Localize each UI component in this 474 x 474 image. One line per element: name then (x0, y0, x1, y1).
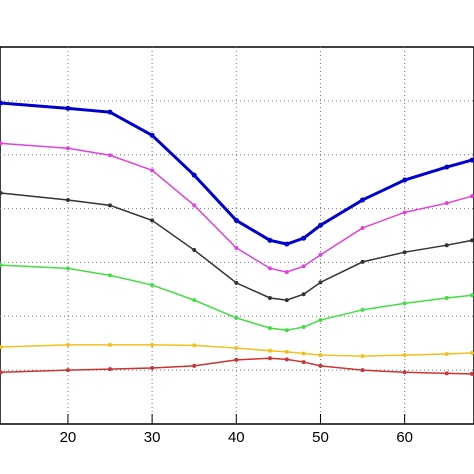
point-marker (108, 203, 113, 208)
point-marker (470, 194, 474, 199)
point-marker (318, 353, 323, 358)
point-marker (402, 177, 408, 183)
point-marker (360, 368, 365, 373)
point-marker (301, 235, 307, 241)
x-tick-label: 40 (228, 429, 245, 446)
point-marker (284, 349, 289, 354)
point-marker (301, 325, 306, 330)
series-line (0, 344, 473, 357)
point-marker (267, 295, 272, 300)
point-marker (192, 343, 197, 348)
point-marker (360, 225, 365, 230)
point-marker (284, 328, 289, 333)
point-marker (150, 218, 155, 223)
point-marker (150, 283, 155, 288)
point-marker (267, 348, 272, 353)
point-marker (317, 222, 323, 228)
point-marker (470, 293, 474, 298)
point-marker (65, 146, 70, 151)
point-marker (470, 238, 474, 243)
point-marker (234, 357, 239, 362)
point-marker (444, 371, 449, 376)
point-marker (284, 270, 289, 275)
point-marker (402, 250, 407, 255)
point-marker (0, 370, 3, 375)
point-marker (65, 368, 70, 373)
point-marker (470, 371, 474, 376)
point-marker (318, 280, 323, 285)
point-marker (149, 132, 155, 138)
point-marker (233, 217, 239, 223)
x-tick-label: 50 (312, 429, 329, 446)
point-marker (301, 292, 306, 297)
point-marker (0, 141, 3, 146)
point-marker (192, 298, 197, 303)
point-marker (444, 295, 449, 300)
point-marker (234, 280, 239, 285)
point-marker (444, 201, 449, 206)
point-marker (402, 301, 407, 306)
point-marker (318, 363, 323, 368)
point-marker (267, 266, 272, 271)
series-line (0, 101, 473, 246)
point-marker (192, 363, 197, 368)
point-marker (284, 357, 289, 362)
point-marker (301, 360, 306, 365)
point-marker (65, 105, 71, 111)
point-marker (150, 365, 155, 370)
point-marker (192, 203, 197, 208)
point-marker (0, 190, 3, 195)
point-marker (234, 346, 239, 351)
series-line (0, 192, 473, 301)
point-marker (444, 351, 449, 356)
point-marker (108, 273, 113, 278)
point-marker (107, 109, 113, 115)
point-marker (267, 356, 272, 361)
point-marker (0, 100, 4, 106)
point-marker (267, 237, 273, 243)
point-marker (402, 210, 407, 215)
point-marker (470, 350, 474, 355)
series-line (0, 142, 473, 273)
series-line (0, 357, 473, 375)
point-marker (108, 153, 113, 158)
point-marker (301, 351, 306, 356)
point-marker (150, 168, 155, 173)
point-marker (284, 298, 289, 303)
point-marker (301, 264, 306, 269)
point-marker (150, 342, 155, 347)
x-tick-label: 30 (144, 429, 161, 446)
point-marker (0, 263, 3, 268)
point-marker (0, 344, 3, 349)
x-tick-label: 60 (396, 429, 413, 446)
point-marker (444, 164, 450, 170)
point-marker (318, 252, 323, 257)
point-marker (192, 248, 197, 253)
point-marker (318, 318, 323, 323)
point-marker (402, 370, 407, 375)
point-marker (267, 326, 272, 331)
point-marker (284, 241, 290, 247)
series-line (0, 264, 473, 332)
point-marker (402, 353, 407, 358)
point-marker (360, 259, 365, 264)
point-marker (108, 342, 113, 347)
point-marker (234, 315, 239, 320)
point-marker (360, 197, 366, 203)
point-marker (234, 245, 239, 250)
point-marker (65, 266, 70, 271)
point-marker (360, 307, 365, 312)
point-marker (469, 157, 474, 163)
point-marker (65, 197, 70, 202)
x-tick-label: 20 (60, 429, 77, 446)
point-marker (108, 367, 113, 372)
point-marker (444, 243, 449, 248)
point-marker (360, 354, 365, 359)
plot-frame (0, 46, 474, 425)
point-marker (65, 342, 70, 347)
point-marker (191, 172, 197, 178)
